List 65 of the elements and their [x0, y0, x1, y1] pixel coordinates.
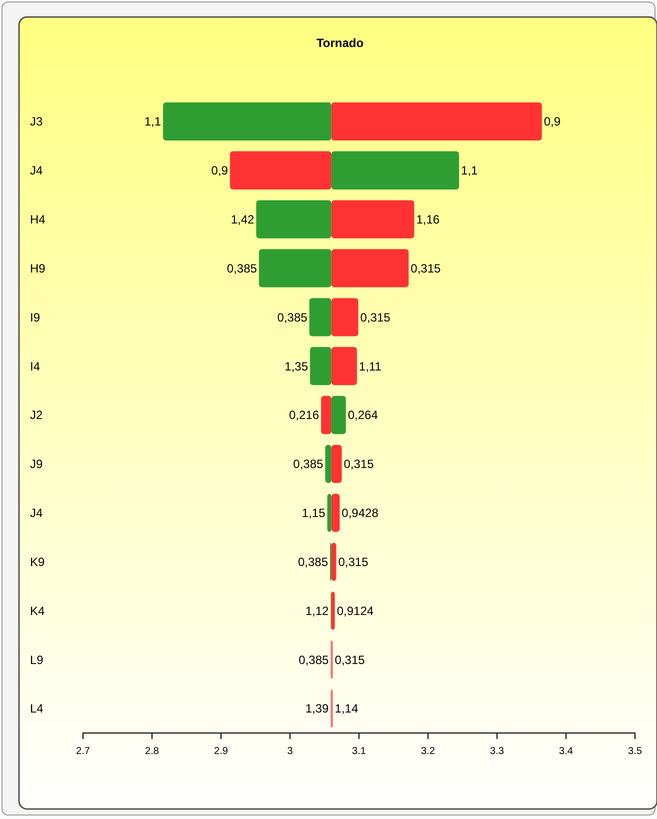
y-tick-label: J2	[30, 408, 43, 422]
y-tick-label: H9	[30, 261, 46, 276]
y-tick-label: J4	[30, 506, 43, 520]
annotation: 1,35	[284, 359, 308, 374]
y-tick-label: I9	[30, 310, 40, 324]
annotation: 1,14	[334, 702, 358, 716]
annotation: 1,15	[302, 506, 326, 520]
y-tick-label: H4	[30, 212, 46, 227]
x-tick-label: 2.9	[214, 746, 228, 757]
x-tick-label: 3	[287, 746, 294, 757]
bar	[331, 542, 336, 581]
annotation: 1,16	[416, 212, 440, 227]
annotation: 0,385	[298, 554, 328, 569]
annotation: 0,385	[226, 261, 258, 276]
annotation: 1,12	[305, 604, 330, 618]
y-tick-label: K4	[30, 604, 46, 618]
bar	[331, 444, 342, 484]
y-tick-label: L4	[30, 702, 44, 716]
bar	[256, 200, 332, 238]
y-tick-label: J4	[30, 164, 43, 178]
y-tick-label: K9	[30, 554, 46, 569]
x-tick-label: 2.8	[145, 746, 160, 757]
bar	[331, 346, 357, 386]
annotation: 0,9124	[336, 604, 374, 618]
annotation: 0,9428	[342, 506, 379, 520]
x-tick-label: 2.7	[76, 746, 90, 757]
bar	[331, 494, 340, 532]
bar	[331, 200, 414, 238]
bar	[331, 249, 409, 288]
y-tick-label: J9	[30, 457, 43, 472]
bar	[325, 444, 332, 484]
x-tick-label: 3.3	[490, 746, 504, 757]
annotation: 1,11	[358, 359, 382, 374]
bar	[258, 249, 332, 288]
annotation: 0,264	[348, 408, 378, 422]
annotation: 0,9	[211, 164, 228, 178]
x-tick-label: 3.1	[352, 746, 366, 757]
chart-title: Tornado	[316, 36, 364, 50]
annotation: 0,9	[544, 114, 561, 129]
bar	[327, 494, 332, 532]
bar	[331, 102, 542, 141]
annotation: 0,315	[338, 554, 369, 569]
annotation: 0,385	[298, 652, 330, 667]
bar	[309, 298, 332, 336]
annotation: 0,315	[334, 652, 366, 667]
bar	[331, 298, 358, 336]
annotation: 0,385	[277, 310, 308, 324]
y-tick-label: L9	[30, 652, 44, 667]
x-tick-label: 3.4	[559, 746, 574, 757]
y-tick-label: J3	[30, 114, 43, 129]
annotation: 0,216	[289, 408, 320, 422]
bar	[163, 102, 332, 141]
y-tick-label: I4	[30, 359, 40, 374]
annotation: 1,39	[305, 702, 330, 716]
annotation: 0,315	[344, 457, 374, 472]
annotation: 1,1	[461, 164, 478, 178]
bar	[310, 346, 332, 386]
annotation: 0,315	[410, 261, 442, 276]
annotation: 0,315	[360, 310, 391, 324]
bar	[331, 592, 335, 630]
annotation: 0,385	[293, 457, 324, 472]
x-tick-label: 3.5	[628, 746, 642, 757]
x-tick-label: 3.2	[421, 746, 436, 757]
annotation: 1,1	[144, 114, 162, 129]
annotation: 1,42	[230, 212, 255, 227]
